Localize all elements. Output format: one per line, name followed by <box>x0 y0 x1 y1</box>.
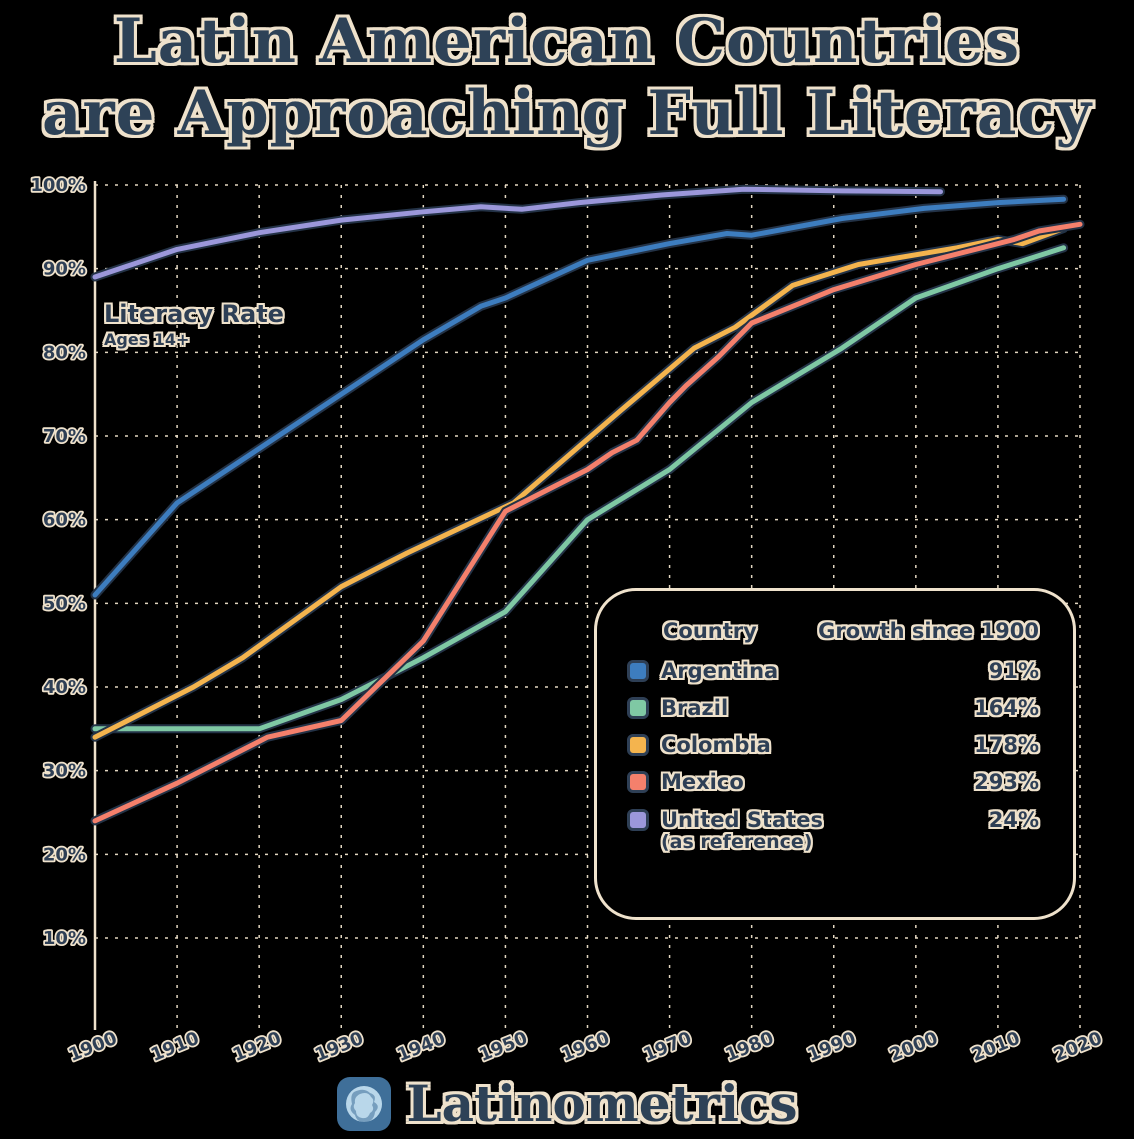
x-tick-label: 1970 <box>640 1028 694 1066</box>
annotation-subtitle: Ages 14+ <box>104 330 190 349</box>
legend-growth-value: 24% <box>988 807 1039 832</box>
legend-row: Colombia 178% <box>627 733 1039 757</box>
brand-name: Latinometrics <box>406 1074 798 1133</box>
chart-annotation: Literacy Rate Ages 14+ <box>104 300 284 349</box>
legend-label: Mexico <box>661 770 744 795</box>
latinometrics-logo-icon <box>337 1076 392 1131</box>
legend: Country Growth since 1900 Argentina 91% Br… <box>594 588 1076 920</box>
y-tick-label: 100% <box>30 175 86 196</box>
series-line-united-states <box>92 186 943 280</box>
y-tick-label: 50% <box>43 593 86 614</box>
x-tick-label: 1900 <box>66 1028 120 1066</box>
x-tick-label: 1960 <box>558 1028 612 1066</box>
legend-swatch-mexico <box>627 771 649 794</box>
y-tick-label: 80% <box>43 342 86 363</box>
x-tick-label: 2010 <box>969 1028 1023 1066</box>
legend-label: United States (as reference) <box>661 808 969 854</box>
title-line-2: are Approaching Full Literacy <box>41 77 1093 149</box>
y-tick-label: 70% <box>43 426 86 447</box>
legend-header-country: Country <box>663 619 757 643</box>
series-outline-united-states <box>90 184 945 282</box>
x-tick-label: 1980 <box>722 1028 776 1066</box>
x-tick-label: 2020 <box>1051 1028 1105 1066</box>
x-tick-label: 1920 <box>230 1028 284 1066</box>
x-tick-label: 1940 <box>394 1028 448 1066</box>
x-tick-label: 1950 <box>476 1028 530 1066</box>
legend-header: Country Growth since 1900 <box>627 619 1039 643</box>
x-tick-label: 1930 <box>312 1028 366 1066</box>
series-line-brazil <box>92 245 1067 732</box>
legend-label-subtext: (as reference) <box>661 830 813 853</box>
y-tick-label: 90% <box>43 259 86 280</box>
legend-swatch-brazil <box>627 697 649 720</box>
legend-row: Brazil 164% <box>627 696 1039 720</box>
x-tick-label: 1910 <box>148 1028 202 1066</box>
footer: Latinometrics <box>0 1074 1134 1133</box>
y-tick-label: 10% <box>43 928 86 949</box>
annotation-title: Literacy Rate <box>104 300 284 328</box>
legend-growth-value: 178% <box>974 733 1039 758</box>
series-line-mexico <box>92 221 1083 824</box>
legend-swatch-united-states <box>627 808 649 831</box>
legend-growth-value: 164% <box>974 696 1039 721</box>
legend-label: Brazil <box>661 696 729 721</box>
legend-growth-value: 293% <box>974 770 1039 795</box>
legend-row: Mexico 293% <box>627 770 1039 794</box>
legend-row: Argentina 91% <box>627 659 1039 683</box>
page-title: Latin American Countries are Approaching … <box>0 6 1134 150</box>
legend-swatch-colombia <box>627 734 649 757</box>
series-line-argentina <box>92 196 1067 598</box>
y-tick-label: 30% <box>43 761 86 782</box>
legend-header-growth: Growth since 1900 <box>818 619 1039 643</box>
series-line-colombia <box>92 226 1067 740</box>
legend-rows: Argentina 91% Brazil 164% Colombia 178% Mexico… <box>627 659 1039 854</box>
legend-row: United States (as reference) 24% <box>627 808 1039 854</box>
legend-growth-value: 91% <box>988 659 1039 683</box>
y-tick-label: 20% <box>43 844 86 865</box>
x-tick-label: 1990 <box>805 1028 859 1066</box>
legend-label: Argentina <box>661 659 779 683</box>
y-tick-label: 40% <box>43 677 86 698</box>
title-line-1: Latin American Countries <box>113 6 1021 77</box>
x-tick-label: 2000 <box>887 1028 941 1066</box>
legend-swatch-argentina <box>627 660 649 682</box>
legend-label: Colombia <box>661 733 771 758</box>
y-tick-label: 60% <box>43 510 86 531</box>
